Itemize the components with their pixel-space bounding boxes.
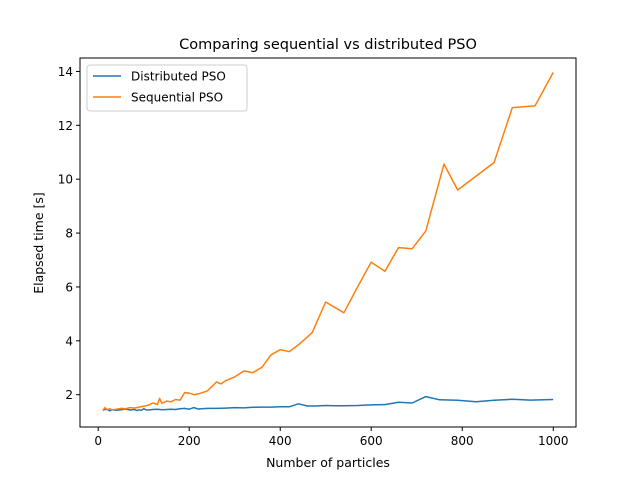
y-tick-label: 2 — [65, 388, 73, 402]
plot-area — [102, 72, 554, 412]
x-tick-label: 600 — [360, 434, 383, 448]
axes-frame — [79, 57, 577, 428]
x-tick-label: 1000 — [538, 434, 569, 448]
x-tick-label: 800 — [451, 434, 474, 448]
x-tick-label: 400 — [269, 434, 292, 448]
legend-label-distributed-pso: Distributed PSO — [131, 70, 226, 84]
x-tick-label: 200 — [178, 434, 201, 448]
series-line-sequential-pso — [102, 72, 554, 412]
y-tick-label: 4 — [65, 334, 73, 348]
y-axis-label: Elapsed time [s] — [31, 192, 46, 294]
y-tick-label: 8 — [65, 227, 73, 241]
y-tick-label: 12 — [58, 119, 73, 133]
legend-box — [86, 64, 248, 112]
x-tick-label: 0 — [94, 434, 102, 448]
y-tick-label: 14 — [58, 65, 73, 79]
series-line-distributed-pso — [102, 395, 554, 412]
legend-label-sequential-pso: Sequential PSO — [131, 91, 223, 105]
y-tick-label: 10 — [58, 173, 73, 187]
legend: Distributed PSO Sequential PSO — [86, 64, 248, 112]
axes: 0 200 400 600 800 1000 2 4 6 8 10 12 14 — [58, 65, 569, 448]
x-axis-label: Number of particles — [266, 455, 390, 470]
y-tick-label: 6 — [65, 280, 73, 294]
chart-title: Comparing sequential vs distributed PSO — [179, 37, 477, 53]
